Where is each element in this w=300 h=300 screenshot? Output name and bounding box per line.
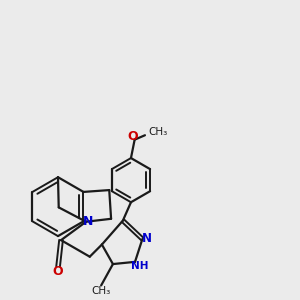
Text: NH: NH	[131, 260, 148, 271]
Text: O: O	[53, 265, 63, 278]
Text: O: O	[128, 130, 138, 143]
Text: N: N	[83, 215, 93, 228]
Text: CH₃: CH₃	[148, 127, 168, 137]
Text: N: N	[142, 232, 152, 245]
Text: CH₃: CH₃	[92, 286, 111, 296]
